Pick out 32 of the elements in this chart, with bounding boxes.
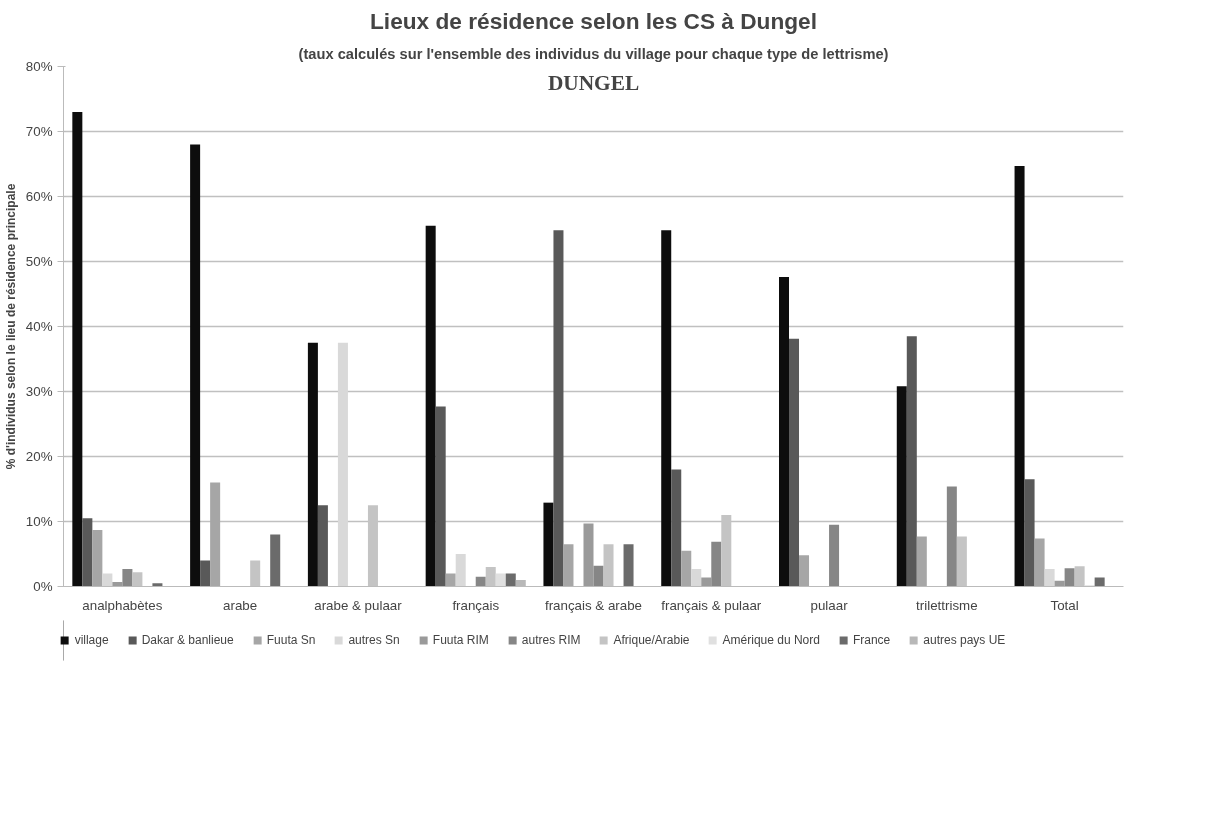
legend-label: Fuuta Sn xyxy=(266,633,316,647)
x-tick-label: arabe xyxy=(223,597,258,613)
y-axis-title: % d'individus selon le lieu de résidence principale xyxy=(3,183,18,470)
x-tick-label: français xyxy=(452,597,500,613)
y-tick-label: 30% xyxy=(25,384,53,399)
y-tick-label: 70% xyxy=(25,124,53,139)
x-tick-label: trilettrisme xyxy=(916,597,978,613)
legend-label: autres pays UE xyxy=(923,633,1006,647)
legend-label: autres Sn xyxy=(348,633,400,647)
legend-label: Afrique/Arabie xyxy=(613,633,690,647)
y-tick-label: 40% xyxy=(25,319,53,334)
y-tick-label: 50% xyxy=(25,254,53,269)
chart-subtitle: (taux calculés sur l'ensemble des individus du village pour chaque type de lettrisme) xyxy=(298,45,889,62)
legend-label: France xyxy=(852,633,891,647)
x-tick-label: français & arabe xyxy=(544,597,643,613)
legend-label: autres RIM xyxy=(521,633,581,647)
x-tick-label: arabe & pulaar xyxy=(314,597,403,613)
legend-label: Fuuta RIM xyxy=(432,633,489,647)
x-tick-label: français & pulaar xyxy=(661,597,762,613)
y-tick-label: 0% xyxy=(33,579,53,594)
x-tick-label: analphabètes xyxy=(82,597,163,613)
legend-label: village xyxy=(74,633,109,647)
y-tick-label: 80% xyxy=(25,59,53,74)
x-tick-label: Total xyxy=(1050,597,1079,613)
y-tick-label: 20% xyxy=(25,449,53,464)
y-tick-label: 60% xyxy=(25,189,53,204)
x-tick-label: pulaar xyxy=(810,597,849,613)
chart-title: Lieux de résidence selon les CS à Dungel xyxy=(370,7,818,34)
annotation: DUNGEL xyxy=(547,70,640,95)
y-tick-label: 10% xyxy=(25,514,53,529)
legend-label: Amérique du Nord xyxy=(722,633,820,647)
legend-label: Dakar & banlieue xyxy=(141,633,234,647)
